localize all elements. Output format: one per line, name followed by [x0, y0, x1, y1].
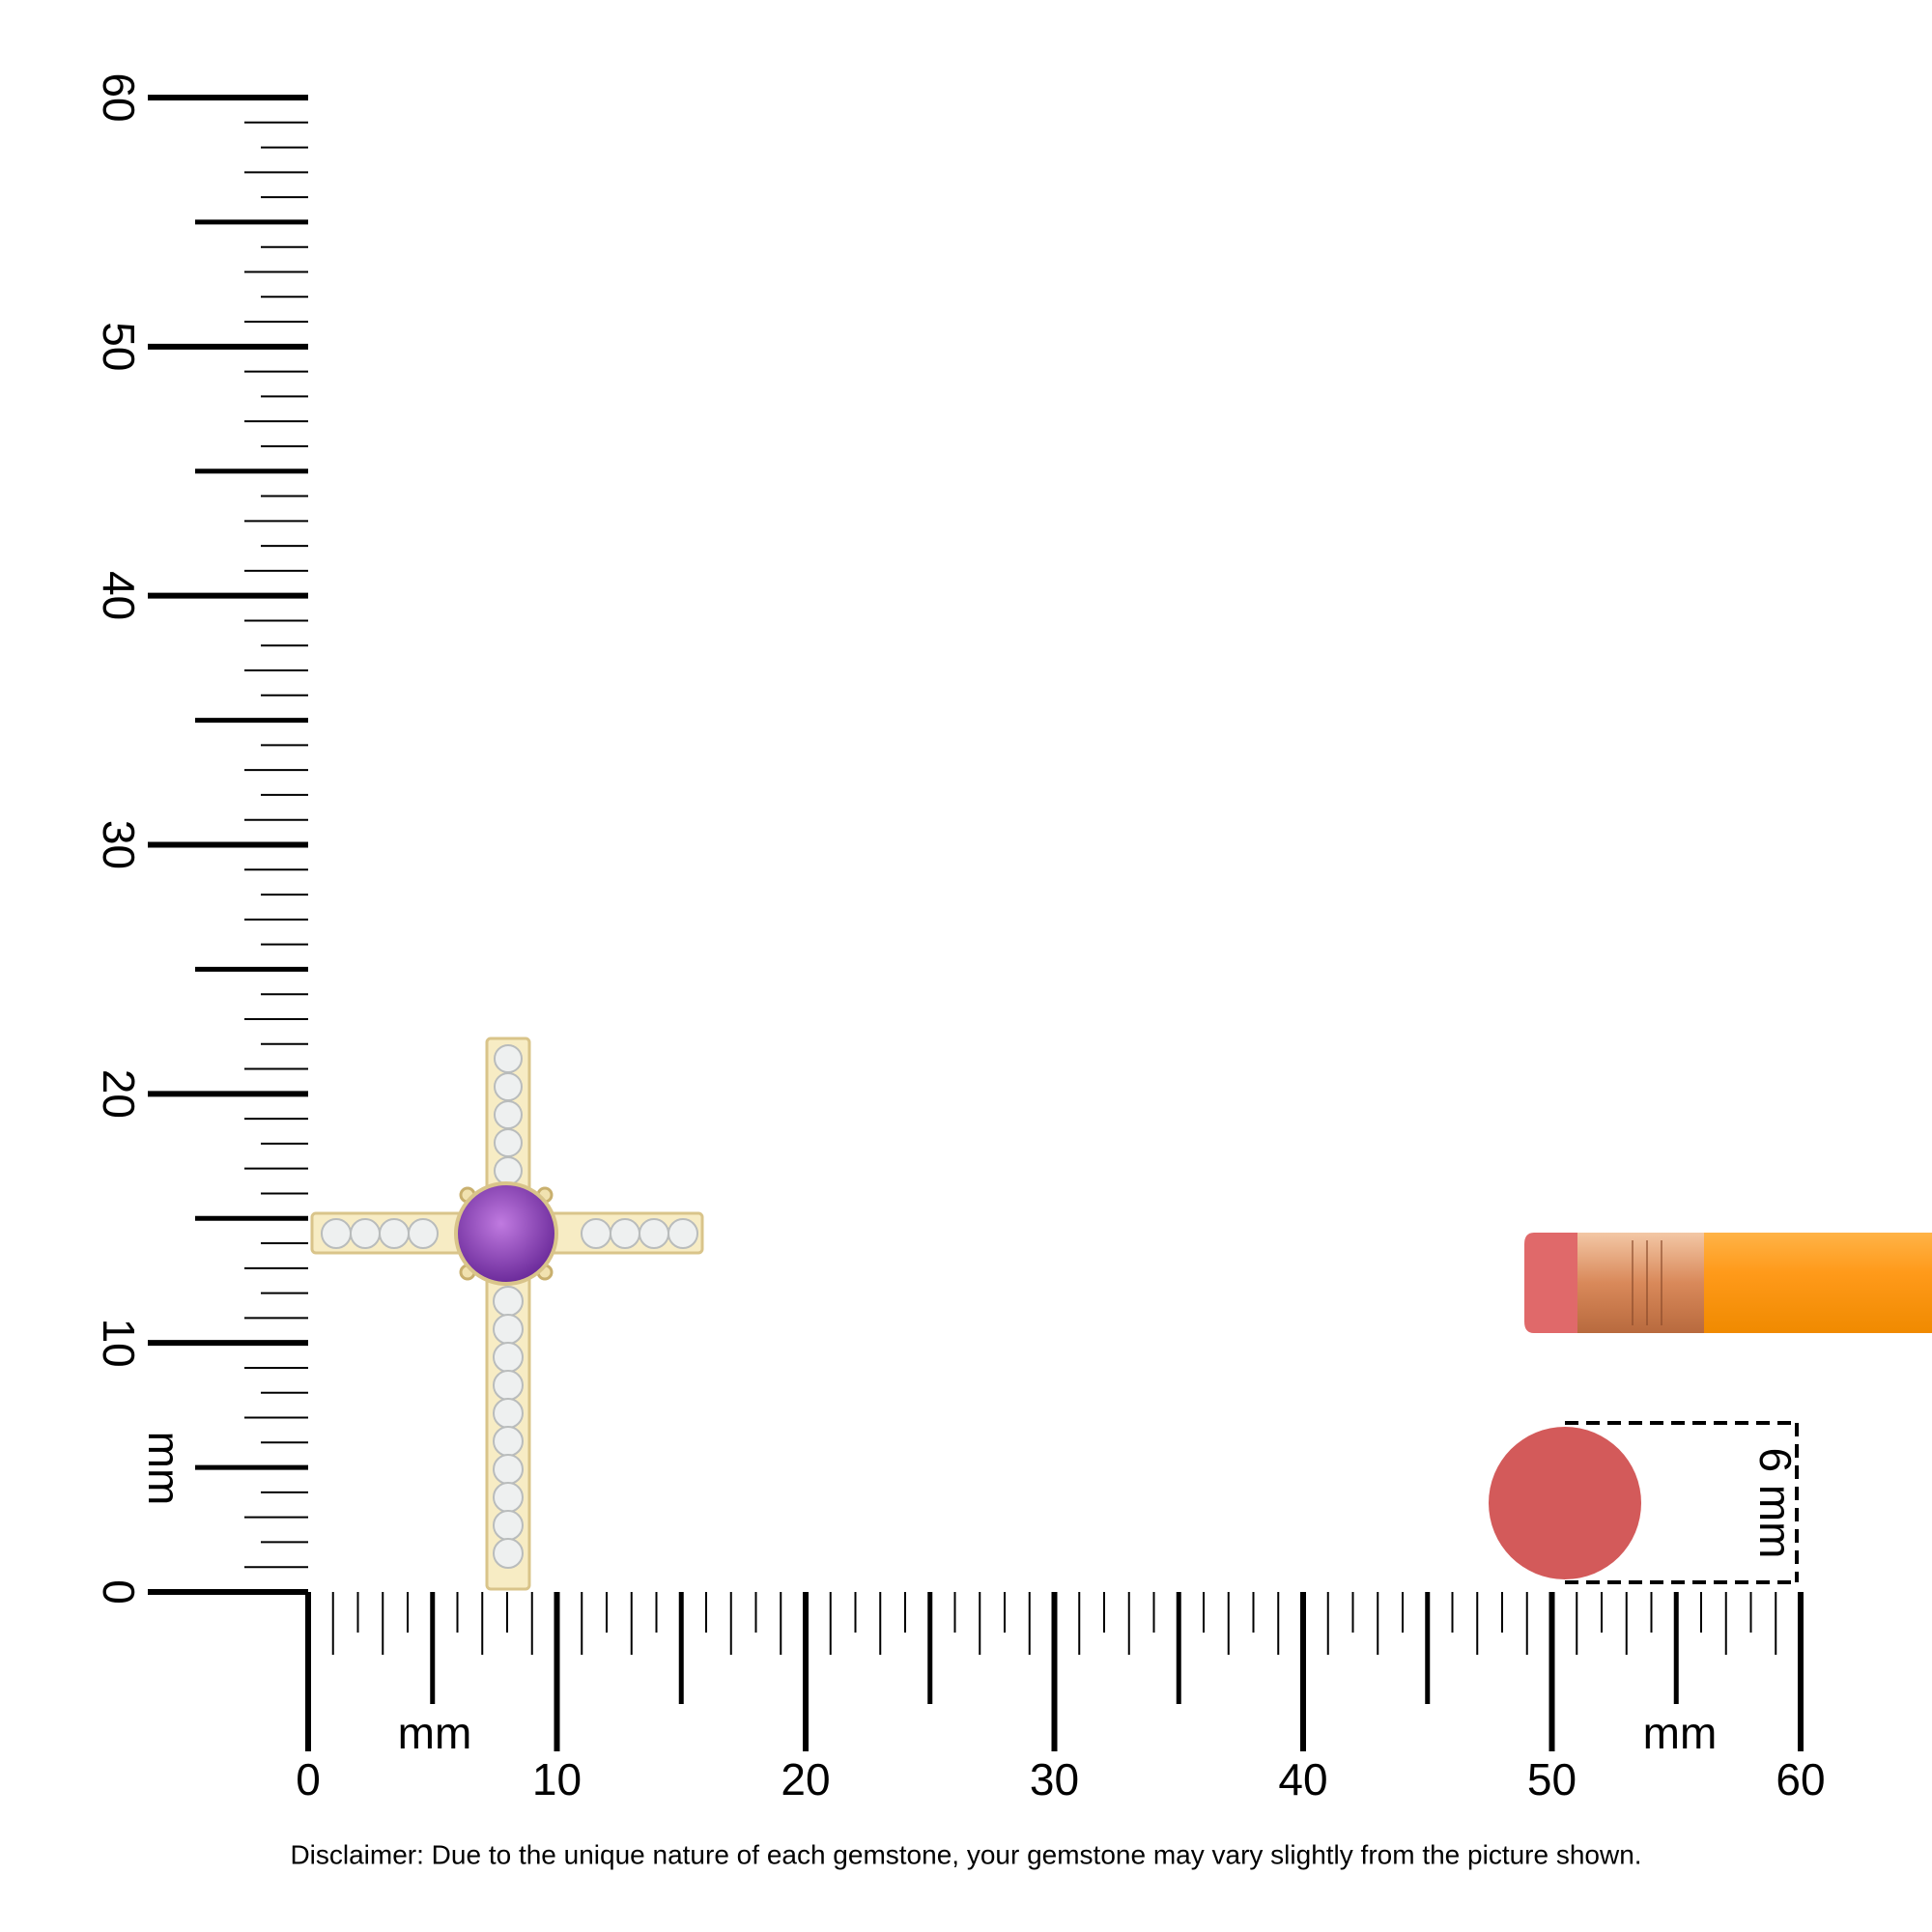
vertical-tick-label: 40	[94, 571, 144, 620]
diamond	[494, 1128, 523, 1157]
diamond	[493, 1482, 524, 1513]
dimension-lines	[1565, 1421, 1799, 1584]
diamond	[581, 1218, 611, 1249]
diamond	[668, 1218, 698, 1249]
horizontal-tick-label: 60	[1776, 1754, 1825, 1804]
diamond	[610, 1218, 640, 1249]
diamond	[350, 1218, 381, 1249]
disclaimer: Disclaimer: Due to the unique nature of …	[290, 1839, 1641, 1869]
diamond	[493, 1426, 524, 1457]
diamond	[493, 1314, 524, 1345]
horizontal-tick-label: 50	[1527, 1754, 1577, 1804]
diamond	[493, 1538, 524, 1569]
diamond	[494, 1044, 523, 1073]
diamond	[408, 1218, 439, 1249]
diamond	[321, 1218, 352, 1249]
horizontal-tick-label: 40	[1278, 1754, 1327, 1804]
diamond	[379, 1218, 410, 1249]
vertical-tick-label: 50	[94, 322, 144, 371]
horizontal-unit-left: mm	[398, 1708, 472, 1758]
diamond	[493, 1286, 524, 1317]
pencil	[1524, 1233, 1932, 1333]
eraser-size: 6 mm	[1750, 1448, 1801, 1559]
horizontal-tick-label: 0	[296, 1754, 321, 1804]
diamond	[639, 1218, 669, 1249]
vertical-tick-label: 20	[94, 1069, 144, 1119]
eraser-tip	[1489, 1427, 1641, 1579]
diamond	[494, 1156, 523, 1185]
horizontal-tick-label: 10	[532, 1754, 582, 1804]
horizontal-unit-right: mm	[1643, 1708, 1718, 1758]
cross-pendant	[310, 1037, 704, 1591]
horizontal-tick-label: 30	[1030, 1754, 1079, 1804]
diamond	[493, 1370, 524, 1401]
horizontal-tick-label: 20	[781, 1754, 830, 1804]
vertical-tick-label: 0	[94, 1579, 144, 1605]
diamond	[493, 1510, 524, 1541]
vertical-unit: mm	[139, 1432, 189, 1506]
diamond	[493, 1454, 524, 1485]
vertical-tick-label: 60	[94, 72, 144, 122]
diamond	[494, 1100, 523, 1129]
vertical-tick-label: 30	[94, 820, 144, 869]
diamond	[494, 1072, 523, 1101]
diamond	[493, 1398, 524, 1429]
vertical-tick-label: 10	[94, 1319, 144, 1368]
diamond	[493, 1342, 524, 1373]
